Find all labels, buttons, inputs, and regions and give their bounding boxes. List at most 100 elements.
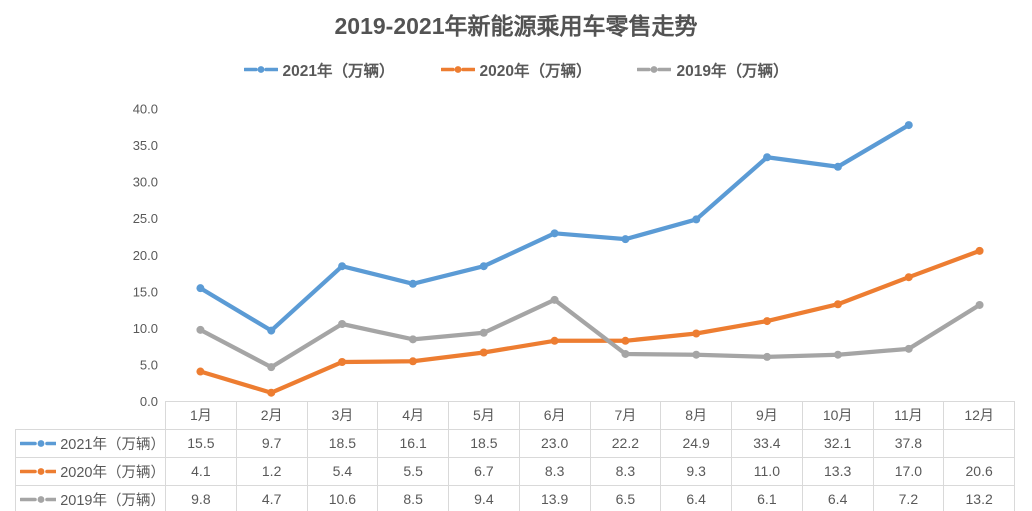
value-cell: 5.4	[306, 456, 379, 486]
y-axis-tick-label: 25.0	[133, 211, 158, 226]
legend-item-2021: 2021年（万辆）	[243, 59, 395, 81]
value-cell: 37.8	[872, 428, 945, 458]
data-point-marker	[408, 357, 417, 366]
data-point-marker	[267, 388, 276, 397]
value-cell	[943, 428, 1015, 458]
data-point-marker	[692, 329, 701, 338]
table-row: 2019年（万辆） 9.8 4.7 10.6 8.5 9.4 13.9 6.5 6.4 6.1 6.…	[15, 484, 1015, 511]
table-header-row: 1月 2月 3月 4月 5月 6月 7月 8月 9月 10月 11月 12月	[15, 401, 1015, 430]
data-point-marker	[621, 235, 630, 244]
month-header-cell: 2月	[235, 401, 308, 430]
value-cell: 15.5	[165, 428, 237, 458]
value-cell: 6.4	[801, 484, 874, 511]
chart-title: 2019-2021年新能源乘用车零售走势	[334, 13, 698, 39]
month-header-cell: 3月	[306, 401, 379, 430]
data-point-marker	[479, 348, 488, 357]
legend-item-2020: 2020年（万辆）	[440, 59, 592, 81]
value-cell: 6.4	[660, 484, 732, 511]
value-cell: 6.5	[589, 484, 662, 511]
line-marker-icon	[637, 66, 672, 73]
table-corner-cell	[15, 401, 166, 430]
data-point-marker	[833, 300, 842, 309]
series-label-cell: 2020年（万辆）	[15, 456, 166, 486]
series-label-cell: 2021年（万辆）	[15, 428, 166, 458]
y-axis-tick-label: 15.0	[133, 284, 158, 299]
month-header-cell: 9月	[731, 401, 803, 430]
series-line	[198, 122, 911, 333]
data-point-marker	[904, 121, 913, 130]
value-cell: 32.1	[801, 428, 874, 458]
line-marker-icon	[20, 439, 57, 447]
month-header-cell: 7月	[589, 401, 662, 430]
series-line	[198, 297, 982, 370]
line-marker-icon	[440, 66, 475, 73]
line-marker-icon	[243, 66, 278, 73]
data-point-marker	[621, 349, 630, 358]
data-point-marker	[479, 328, 488, 337]
y-axis-tick-label: 40.0	[133, 102, 158, 117]
data-point-marker	[904, 273, 913, 282]
legend-label: 2020年（万辆）	[479, 62, 592, 80]
value-cell: 13.3	[801, 456, 874, 486]
value-cell: 18.5	[306, 428, 379, 458]
legend-item-2019: 2019年（万辆）	[637, 59, 788, 81]
data-point-marker	[479, 262, 488, 271]
data-point-marker	[621, 336, 630, 345]
data-point-marker	[763, 153, 772, 162]
data-point-marker	[267, 363, 276, 372]
value-cell: 6.7	[448, 456, 520, 486]
data-point-marker	[267, 326, 276, 335]
data-point-marker	[692, 215, 701, 224]
value-cell: 23.0	[518, 428, 591, 458]
value-cell: 9.3	[660, 456, 732, 486]
month-header-cell: 6月	[518, 401, 591, 430]
value-cell: 6.1	[731, 484, 803, 511]
line-marker-icon	[20, 467, 57, 475]
series-line	[198, 248, 982, 395]
month-header-cell: 11月	[872, 401, 945, 430]
value-cell: 8.3	[518, 456, 591, 486]
month-header-cell: 5月	[448, 401, 520, 430]
value-cell: 20.6	[943, 456, 1015, 486]
legend-label: 2021年（万辆）	[282, 62, 395, 80]
series-label: 2019年（万辆）	[60, 492, 165, 509]
value-cell: 8.5	[377, 484, 449, 511]
data-point-marker	[550, 295, 559, 304]
value-cell: 8.3	[589, 456, 662, 486]
data-point-marker	[338, 262, 347, 271]
y-axis-tick-label: 20.0	[133, 248, 158, 263]
data-point-marker	[975, 300, 984, 309]
value-cell: 9.4	[448, 484, 520, 511]
value-cell: 18.5	[448, 428, 520, 458]
table-row: 2021年（万辆） 15.5 9.7 18.5 16.1 18.5 23.0 22.2 24.9…	[15, 428, 1015, 458]
data-point-marker	[763, 352, 772, 361]
y-axis-tick-label: 35.0	[133, 138, 158, 153]
y-axis-tick-label: 30.0	[133, 175, 158, 190]
data-point-marker	[408, 335, 417, 344]
value-cell: 1.2	[235, 456, 308, 486]
data-point-marker	[550, 229, 559, 238]
value-cell: 17.0	[872, 456, 945, 486]
month-header-cell: 1月	[165, 401, 237, 430]
value-cell: 16.1	[377, 428, 449, 458]
table-row: 2020年（万辆） 4.1 1.2 5.4 5.5 6.7 8.3 8.3 9.3 11.0 13.…	[15, 456, 1015, 486]
data-table: 1月 2月 3月 4月 5月 6月 7月 8月 9月 10月 11月 12月 2021年（万辆） 15.5…	[15, 401, 1015, 511]
y-axis-tick-label: 10.0	[133, 321, 158, 336]
value-cell: 10.6	[306, 484, 379, 511]
series-label: 2021年（万辆）	[60, 436, 165, 453]
value-cell: 9.7	[235, 428, 308, 458]
value-cell: 33.4	[731, 428, 803, 458]
value-cell: 11.0	[731, 456, 803, 486]
series-label-cell: 2019年（万辆）	[15, 484, 166, 511]
value-cell: 7.2	[872, 484, 945, 511]
data-point-marker	[550, 336, 559, 345]
value-cell: 9.8	[165, 484, 237, 511]
value-cell: 13.2	[943, 484, 1015, 511]
value-cell: 4.7	[235, 484, 308, 511]
chart-legend: 2021年（万辆） 2020年（万辆） 2019年（万辆）	[0, 59, 1032, 81]
data-point-marker	[338, 319, 347, 328]
data-point-marker	[904, 344, 913, 353]
month-header-cell: 4月	[377, 401, 449, 430]
data-point-marker	[408, 279, 417, 288]
